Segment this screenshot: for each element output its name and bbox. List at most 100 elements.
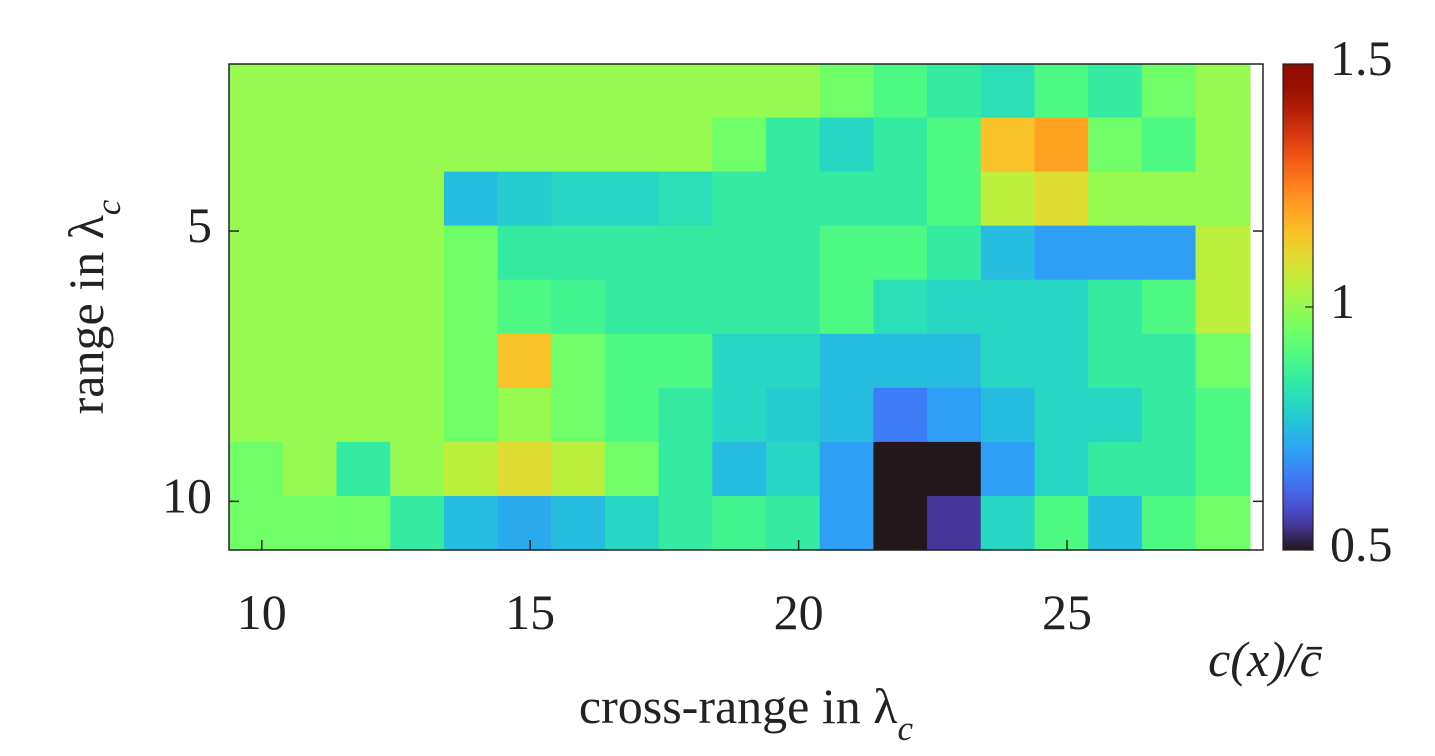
heatmap-cell [980,117,1036,173]
heatmap-cell [336,441,392,497]
heatmap-cell [497,387,553,443]
heatmap-cell [712,441,768,497]
heatmap-cell [497,171,553,227]
heatmap-cell [873,333,929,389]
heatmap-cell [551,225,607,281]
heatmap-cell [766,171,822,227]
heatmap-cell [229,387,285,443]
heatmap-cell [658,63,714,119]
heatmap-cell [819,495,875,551]
heatmap-cell [1034,333,1090,389]
heatmap-cell [873,225,929,281]
heatmap-cell [873,441,929,497]
heatmap-cell [980,333,1036,389]
heatmap-cell [766,387,822,443]
heatmap-cell [980,495,1036,551]
heatmap-cell [497,63,553,119]
heatmap-cell [1141,333,1197,389]
heatmap-cell [497,495,553,551]
heatmap-cell [229,117,285,173]
heatmap-cell [1141,63,1197,119]
heatmap-cell [282,171,338,227]
heatmap-cell [819,279,875,335]
heatmap-cell [927,225,983,281]
heatmap-cell [229,171,285,227]
heatmap-cell [712,279,768,335]
heatmap-cell [819,225,875,281]
heatmap-cell [1088,117,1144,173]
heatmap-cell [390,171,446,227]
heatmap-cell [766,441,822,497]
x-tick-label: 20 [774,584,824,640]
heatmap-cell [1034,441,1090,497]
heatmap-cell [229,495,285,551]
heatmap-cell [1034,171,1090,227]
heatmap-cell [443,279,499,335]
heatmap-cell [229,63,285,119]
heatmap-cell [1141,225,1197,281]
y-axis-label: range in λc [58,199,127,414]
heatmap-cell [980,441,1036,497]
heatmap-cell [443,387,499,443]
x-tick-label: 25 [1042,584,1092,640]
heatmap-cell [443,63,499,119]
heatmap-cell [980,387,1036,443]
heatmap-cell [766,333,822,389]
heatmap-cell [336,495,392,551]
heatmap-cell [712,333,768,389]
heatmap-cell [980,225,1036,281]
heatmap-cell [336,279,392,335]
heatmap-cell [551,387,607,443]
heatmap-cell [604,441,660,497]
heatmap-cell [658,387,714,443]
heatmap-cell [604,225,660,281]
heatmap-cell [819,117,875,173]
heatmap-cell [712,387,768,443]
heatmap-cell [927,171,983,227]
heatmap-cell [873,63,929,119]
heatmap-cell [1088,63,1144,119]
colorbar-tick-label: 0.5 [1330,516,1393,572]
heatmap-cell [551,333,607,389]
heatmap-cell [604,279,660,335]
heatmap-cell [604,63,660,119]
heatmap-cell [551,117,607,173]
heatmap-cell [1195,387,1251,443]
heatmap-cell [658,225,714,281]
heatmap-cell [819,63,875,119]
heatmap-cell [282,333,338,389]
heatmap-cell [658,279,714,335]
colorbar-tick-label: 1 [1330,273,1355,329]
heatmap-cell [927,63,983,119]
x-axis-label: cross-range in λc [579,678,914,747]
heatmap-cell [766,279,822,335]
heatmap-cell [712,117,768,173]
heatmap-cell [1141,171,1197,227]
heatmap-cell [1088,225,1144,281]
heatmap-cell [1141,441,1197,497]
heatmap-cell [229,225,285,281]
heatmap-cell [604,387,660,443]
heatmap-cell [927,441,983,497]
heatmap-cell [980,63,1036,119]
heatmap-cell [390,117,446,173]
heatmap-cell [497,225,553,281]
heatmap-cell [336,333,392,389]
heatmap-cell [712,171,768,227]
heatmap-cell [927,495,983,551]
heatmap-cell [229,441,285,497]
heatmap-cell [873,495,929,551]
heatmap-cell [658,441,714,497]
heatmap-cell [390,225,446,281]
heatmap-cell [282,225,338,281]
heatmap-cell [1195,117,1251,173]
heatmap-cell [658,171,714,227]
plot-frame [228,63,1264,551]
heatmap-cell [390,279,446,335]
heatmap-cell [1195,63,1251,119]
y-tick-label: 5 [187,198,212,254]
heatmap-cell [766,63,822,119]
x-tick-label: 10 [237,584,287,640]
heatmap-cell [551,63,607,119]
heatmap-cell [1141,117,1197,173]
